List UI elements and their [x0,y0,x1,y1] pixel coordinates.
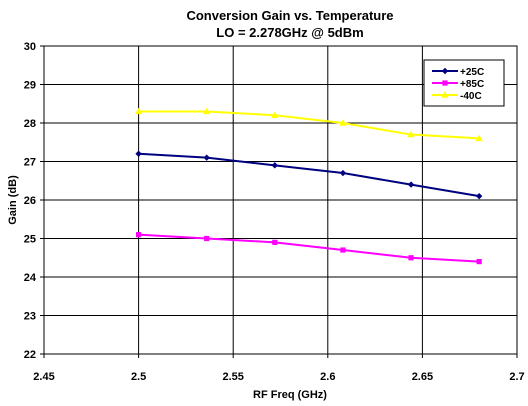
series-line [138,152,480,198]
y-axis-label: Gain (dB) [7,175,19,225]
legend-item: +85C [432,79,484,90]
series-line [138,233,480,263]
series-group [134,107,483,265]
data-point [271,162,279,169]
series-0 [135,150,483,200]
series-2 [134,107,483,142]
legend-marker [441,91,449,98]
x-tick-label: 2.7 [509,371,524,383]
y-tick-label: 24 [24,272,37,284]
plot-area-border [43,45,518,355]
data-point [272,239,278,245]
y-tick-label: 28 [24,118,36,130]
data-point [203,154,210,161]
chart-title: Conversion Gain vs. Temperature [186,8,393,23]
legend: +25C+85C-40C [423,59,505,107]
chart-subtitle: LO = 2.278GHz @ 5dBm [216,25,363,40]
data-point [340,247,346,253]
x-tick-label: 2.65 [412,371,433,383]
x-tick-label: 2.45 [33,371,54,383]
data-point [408,255,414,261]
y-tick-label: 30 [24,41,36,53]
x-tick-label: 2.5 [131,371,146,383]
data-point [135,150,142,157]
legend-item: +25C [432,67,484,78]
legend-marker [442,80,448,86]
data-point [475,134,483,142]
data-point [339,169,347,177]
data-point [271,111,279,118]
y-tick-label: 26 [24,195,36,207]
data-point [476,259,482,265]
y-tick-label: 22 [24,349,36,361]
y-tick-label: 25 [24,234,36,246]
plot-frame [43,45,518,355]
x-tick-label: 2.6 [320,371,335,383]
x-axis-label: RF Freq (GHz) [253,389,327,401]
y-tick-label: 23 [24,311,36,323]
legend-label: -40C [460,91,482,102]
legend-item: -40C [432,91,482,102]
legend-label: +25C [460,67,484,78]
legend-label: +85C [460,79,484,90]
data-point [203,107,211,115]
data-point [407,181,415,188]
series-line [138,110,480,140]
data-point [134,107,143,115]
x-tick-label: 2.55 [222,371,243,383]
data-point [407,130,415,138]
data-point [204,235,210,242]
y-tick-label: 29 [24,80,36,92]
tick-labels: 22 23 24 25 26 27 28 29 30 2.45 2.5 2.55 2.6 2.65 2.7 [24,41,525,383]
y-tick-label: 27 [24,157,36,169]
legend-marker [441,67,449,75]
series-1 [136,232,482,265]
data-point [339,119,347,126]
data-point [475,192,483,200]
data-point [136,232,142,238]
